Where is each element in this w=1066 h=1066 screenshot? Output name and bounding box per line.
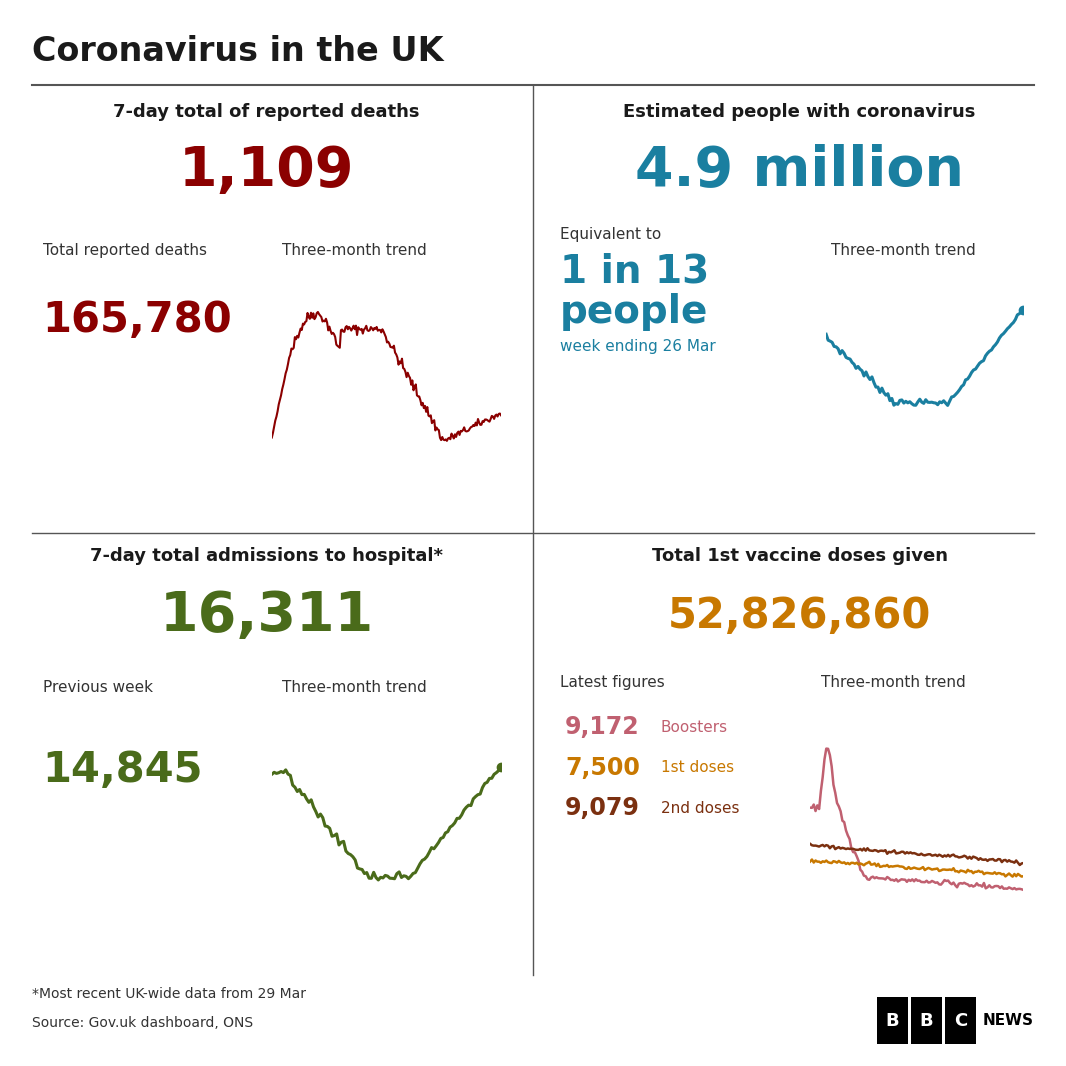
Text: B: B <box>886 1012 900 1030</box>
Text: Three-month trend: Three-month trend <box>821 675 966 690</box>
Text: Source: Gov.uk dashboard, ONS: Source: Gov.uk dashboard, ONS <box>32 1016 253 1031</box>
Text: 1 in 13: 1 in 13 <box>560 253 709 291</box>
Text: 7-day total of reported deaths: 7-day total of reported deaths <box>113 103 420 120</box>
Text: 4.9 million: 4.9 million <box>635 144 964 197</box>
Text: C: C <box>954 1012 967 1030</box>
Text: Total 1st vaccine doses given: Total 1st vaccine doses given <box>651 548 948 565</box>
Text: NEWS: NEWS <box>983 1013 1033 1029</box>
Text: 9,172: 9,172 <box>565 715 640 739</box>
Text: 9,079: 9,079 <box>565 796 640 820</box>
FancyBboxPatch shape <box>911 998 942 1045</box>
Text: Boosters: Boosters <box>661 720 728 734</box>
Text: people: people <box>560 293 708 332</box>
Text: Equivalent to: Equivalent to <box>560 227 661 242</box>
Text: 1,109: 1,109 <box>179 144 354 197</box>
Text: 2nd doses: 2nd doses <box>661 801 740 815</box>
Text: Total reported deaths: Total reported deaths <box>43 243 207 258</box>
Text: Latest figures: Latest figures <box>560 675 664 690</box>
Text: Three-month trend: Three-month trend <box>282 243 427 258</box>
FancyBboxPatch shape <box>877 998 908 1045</box>
FancyBboxPatch shape <box>946 998 976 1045</box>
Text: 52,826,860: 52,826,860 <box>667 595 932 637</box>
Text: B: B <box>920 1012 934 1030</box>
Text: 7-day total admissions to hospital*: 7-day total admissions to hospital* <box>90 548 443 565</box>
Text: 16,311: 16,311 <box>160 589 373 643</box>
Text: Three-month trend: Three-month trend <box>282 680 427 695</box>
Text: Previous week: Previous week <box>43 680 152 695</box>
Text: *Most recent UK-wide data from 29 Mar: *Most recent UK-wide data from 29 Mar <box>32 986 306 1001</box>
Text: Three-month trend: Three-month trend <box>831 243 976 258</box>
Text: 7,500: 7,500 <box>565 756 640 779</box>
Text: 14,845: 14,845 <box>43 748 204 791</box>
Text: 1st doses: 1st doses <box>661 760 734 775</box>
Text: Estimated people with coronavirus: Estimated people with coronavirus <box>624 103 975 120</box>
Text: Coronavirus in the UK: Coronavirus in the UK <box>32 35 443 67</box>
Text: 165,780: 165,780 <box>43 298 232 341</box>
Text: week ending 26 Mar: week ending 26 Mar <box>560 339 715 354</box>
